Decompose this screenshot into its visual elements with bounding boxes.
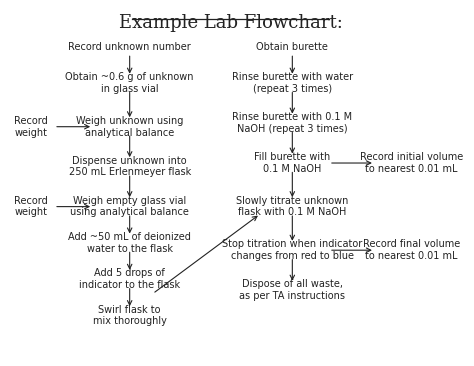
Text: Dispense unknown into
250 mL Erlenmeyer flask: Dispense unknown into 250 mL Erlenmeyer … — [69, 156, 191, 178]
Text: Record unknown number: Record unknown number — [68, 42, 191, 52]
Text: Stop titration when indicator
changes from red to blue: Stop titration when indicator changes fr… — [222, 239, 363, 261]
Text: Weigh unknown using
analytical balance: Weigh unknown using analytical balance — [76, 116, 183, 138]
Text: Add 5 drops of
indicator to the flask: Add 5 drops of indicator to the flask — [79, 268, 180, 290]
Text: Dispose of all waste,
as per TA instructions: Dispose of all waste, as per TA instruct… — [239, 279, 346, 301]
Text: Swirl flask to
mix thoroughly: Swirl flask to mix thoroughly — [93, 305, 167, 326]
Text: Obtain burette: Obtain burette — [256, 42, 328, 52]
Text: Rinse burette with 0.1 M
NaOH (repeat 3 times): Rinse burette with 0.1 M NaOH (repeat 3 … — [232, 112, 352, 134]
Text: Record
weight: Record weight — [14, 116, 48, 138]
Text: Rinse burette with water
(repeat 3 times): Rinse burette with water (repeat 3 times… — [232, 72, 353, 94]
Text: Obtain ~0.6 g of unknown
in glass vial: Obtain ~0.6 g of unknown in glass vial — [65, 72, 194, 94]
Text: Record
weight: Record weight — [14, 196, 48, 217]
Text: Slowly titrate unknown
flask with 0.1 M NaOH: Slowly titrate unknown flask with 0.1 M … — [236, 196, 348, 217]
Text: Example Lab Flowchart:: Example Lab Flowchart: — [118, 14, 342, 32]
Text: Fill burette with
0.1 M NaOH: Fill burette with 0.1 M NaOH — [254, 152, 330, 174]
Text: Add ~50 mL of deionized
water to the flask: Add ~50 mL of deionized water to the fla… — [68, 232, 191, 254]
Text: Weigh empty glass vial
using analytical balance: Weigh empty glass vial using analytical … — [70, 196, 189, 217]
Text: Record initial volume
to nearest 0.01 mL: Record initial volume to nearest 0.01 mL — [360, 152, 463, 174]
Text: Record final volume
to nearest 0.01 mL: Record final volume to nearest 0.01 mL — [363, 239, 460, 261]
